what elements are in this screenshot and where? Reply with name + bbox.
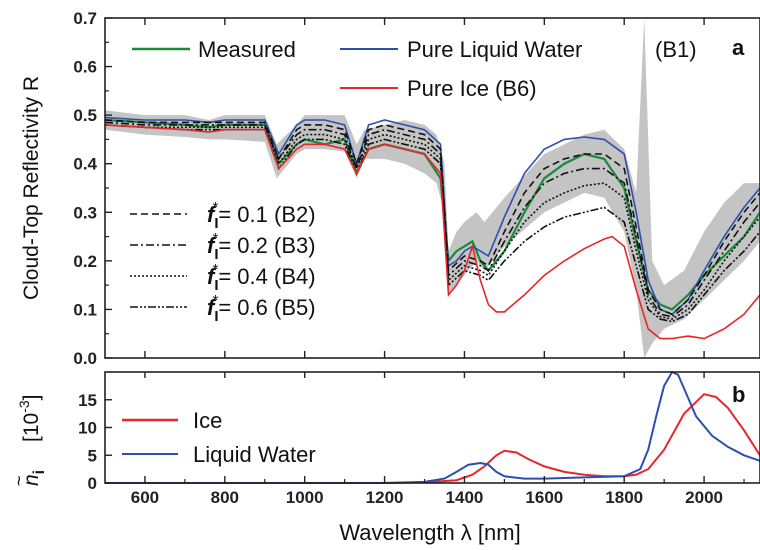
y-label-exponent: -3 (16, 400, 32, 413)
series-line-b5 (104, 124, 760, 323)
x-tick-label: 1800 (605, 488, 643, 507)
uncertainty-band-area (105, 18, 760, 358)
series-line-b2 (104, 119, 760, 316)
series-group-b (105, 370, 760, 484)
series-line-b-ice (105, 393, 760, 484)
y-tick-label-a: 0.6 (73, 58, 97, 77)
series-group (104, 116, 760, 340)
legend-f-superscript: * (213, 261, 219, 278)
x-tick-label: 1000 (286, 488, 324, 507)
legend-f-value: = 0.4 (B4) (218, 264, 315, 289)
series-line-b4 (104, 124, 760, 320)
y-label-tilde: ~ (9, 475, 29, 486)
y-tick-label-a: 0.4 (73, 155, 97, 174)
y-tick-label-a: 0.0 (73, 349, 97, 368)
series-line-b3 (104, 121, 760, 318)
legend-label-water-b: Liquid Water (193, 442, 316, 467)
y-tick-label-b: 10 (78, 419, 97, 438)
series-line-b-liquid-water (105, 370, 760, 484)
legend-f-subscript: I (214, 308, 218, 325)
y-axis-label-b: ni ~ [10-3] (9, 395, 48, 487)
y-tick-label-a: 0.2 (73, 252, 97, 271)
y-tick-label-b: 0 (88, 474, 97, 493)
x-axis-label: Wavelength λ [nm] (339, 520, 520, 545)
y-label-unit: [10 (20, 413, 43, 442)
legend-f-superscript: * (213, 292, 219, 309)
x-tick-label: 600 (131, 488, 159, 507)
legend-label-f2: fI*= 0.2 (B3) (207, 230, 316, 263)
legend-f-symbol: f (207, 202, 217, 227)
legend-f-subscript: I (214, 215, 218, 232)
x-tick-label: 1600 (525, 488, 563, 507)
legend-f-symbol: f (207, 295, 217, 320)
legend-ice-fraction: fI*= 0.1 (B2)fI*= 0.2 (B3)fI*= 0.4 (B4)f… (130, 199, 316, 325)
y-axis-label-a: Cloud-Top Reflectivity R (20, 76, 43, 300)
x-axis-b: 600 800 1000 1200 1400 1600 1800 2000 (131, 372, 745, 507)
legend-label-f4: fI*= 0.6 (B5) (207, 292, 316, 325)
legend-f-superscript: * (213, 230, 219, 247)
legend-label-b1: (B1) (655, 37, 697, 62)
legend-f-subscript: I (214, 246, 218, 263)
y-tick-label-b: 15 (78, 391, 97, 410)
x-tick-label: 1200 (366, 488, 404, 507)
svg-text:[10-3]: [10-3] (16, 395, 43, 443)
x-tick-label: 800 (211, 488, 239, 507)
legend-label-f1: fI*= 0.1 (B2) (207, 199, 316, 232)
legend-top: Measured Pure Liquid Water (B1) Pure Ice… (132, 37, 697, 101)
y-label-subscript: i (31, 470, 48, 474)
y-axis-a: 0.0 0.1 0.2 0.3 0.4 0.5 0.6 0.7 (73, 9, 705, 368)
panel-letter-b: b (732, 382, 745, 407)
legend-f-value: = 0.6 (B5) (218, 295, 315, 320)
series-line-pure-ice-b6- (104, 124, 760, 340)
legend-label-f3: fI*= 0.4 (B4) (207, 261, 316, 294)
y-tick-label-a: 0.3 (73, 203, 97, 222)
x-tick-label: 2000 (685, 488, 723, 507)
legend-label-measured: Measured (198, 37, 296, 62)
legend-f-symbol: f (207, 264, 217, 289)
legend-label-ice-b: Ice (193, 408, 222, 433)
legend-f-value: = 0.2 (B3) (218, 233, 315, 258)
y-tick-label-a: 0.7 (73, 9, 97, 28)
x-tick-label: 1400 (446, 488, 484, 507)
legend-label-liquid-water: Pure Liquid Water (407, 37, 582, 62)
y-tick-label-b: 5 (88, 446, 97, 465)
legend-f-superscript: * (213, 199, 219, 216)
y-label-symbol: n (20, 474, 43, 486)
svg-text:ni: ni (20, 470, 48, 486)
legend-b: Ice Liquid Water (122, 408, 316, 467)
y-label-close: ] (20, 395, 43, 401)
legend-f-symbol: f (207, 233, 217, 258)
legend-f-subscript: I (214, 277, 218, 294)
panel-a: 0.0 0.1 0.2 0.3 0.4 0.5 0.6 0.7 Cloud-Top Refle… (20, 9, 760, 368)
y-tick-label-a: 0.5 (73, 106, 97, 125)
panel-letter-a: a (732, 35, 745, 60)
legend-f-value: = 0.1 (B2) (218, 202, 315, 227)
legend-label-ice: Pure Ice (B6) (407, 76, 537, 101)
y-axis-b: 0 5 10 15 (78, 391, 112, 493)
y-tick-label-a: 0.1 (73, 300, 97, 319)
uncertainty-band (105, 18, 760, 358)
series-line-pure-liquid-water (104, 116, 760, 316)
